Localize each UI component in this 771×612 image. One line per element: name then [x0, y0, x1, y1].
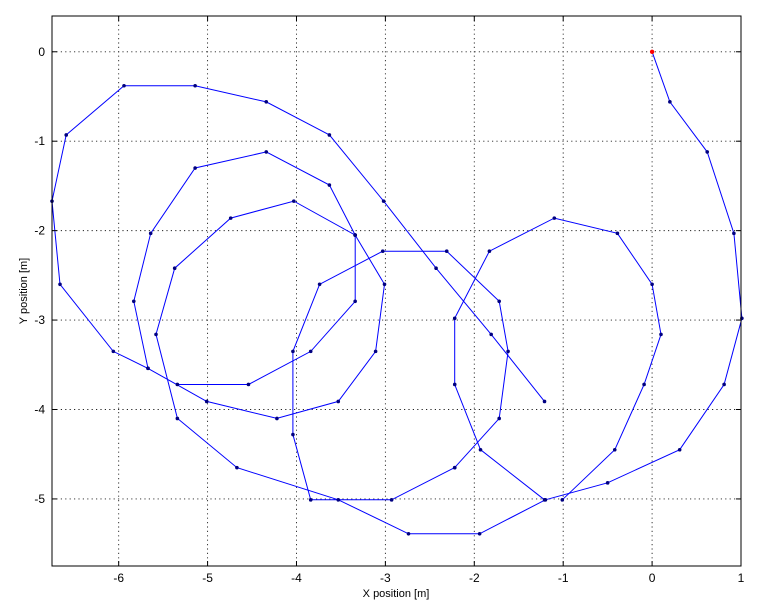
trajectory-point	[193, 166, 197, 170]
trajectory-line-3	[292, 250, 509, 501]
trajectory-point	[204, 399, 209, 404]
trajectory-point	[615, 231, 620, 236]
trajectory-point	[452, 382, 457, 387]
x-tick-label: 1	[738, 571, 745, 585]
trajectory-point	[478, 447, 483, 452]
x-axis-label: X position [m]	[363, 588, 430, 600]
trajectory-point	[193, 83, 197, 88]
trajectory-point	[58, 282, 62, 287]
trajectory-point	[560, 498, 565, 502]
trajectory-point	[668, 100, 672, 104]
trajectory-point	[489, 332, 493, 337]
y-tick-label: -1	[34, 134, 45, 148]
y-tick-label: 0	[38, 45, 45, 59]
trajectory-point	[477, 532, 482, 536]
trajectory-point	[389, 498, 394, 502]
x-tick-label: -4	[291, 571, 302, 585]
trajectory-point	[146, 366, 150, 371]
trajectory-point	[659, 332, 663, 337]
trajectory-point	[172, 266, 177, 270]
trajectory-point	[434, 266, 438, 270]
trajectory-point	[353, 233, 357, 237]
y-tick-label: -4	[34, 402, 45, 416]
trajectory-point	[246, 382, 251, 387]
trajectory-point	[264, 150, 269, 154]
plot-background	[52, 16, 741, 566]
trajectory-point	[542, 399, 547, 404]
plot-frame	[51, 15, 742, 567]
x-tick-label: -2	[469, 571, 480, 585]
trajectory-point	[64, 133, 69, 137]
trajectory-point	[552, 216, 557, 220]
trajectory-point	[336, 399, 341, 404]
start-point	[649, 49, 655, 54]
trajectory-point	[382, 282, 387, 287]
trajectory-point	[497, 416, 501, 421]
trajectory-point	[381, 199, 386, 203]
y-tick-label: -3	[34, 313, 45, 327]
trajectory-point	[317, 282, 322, 287]
trajectory-point	[452, 316, 457, 321]
trajectory-point	[444, 249, 449, 254]
x-tick-label: -1	[558, 571, 569, 585]
trajectory-point	[487, 249, 492, 254]
trajectory-point	[642, 382, 646, 387]
series-markers	[50, 49, 744, 536]
trajectory-point	[605, 481, 610, 485]
trajectory-point	[353, 299, 357, 304]
trajectory-line-2	[454, 217, 662, 501]
trajectory-point	[291, 349, 295, 354]
trajectory-point	[308, 498, 313, 502]
axis-ticks: -6 -5 -4 -3 -2 -1 0 1 0 -1 -2 -3 -4 -5	[34, 16, 745, 585]
trajectory-point	[406, 532, 411, 536]
trajectory-point	[264, 100, 269, 104]
trajectory-point	[373, 349, 378, 354]
trajectory-point	[722, 382, 726, 387]
trajectory-point	[327, 133, 332, 137]
trajectory-point	[542, 498, 547, 502]
trajectory-point	[292, 199, 296, 203]
trajectory-point	[732, 231, 736, 236]
x-tick-label: -6	[113, 571, 124, 585]
x-tick-label: 0	[649, 571, 656, 585]
trajectory-point	[612, 447, 617, 452]
trajectory-point	[308, 349, 313, 354]
trajectory-point	[650, 282, 654, 287]
x-tick-label: -3	[380, 571, 391, 585]
trajectory-point	[336, 498, 341, 502]
trajectory-point	[275, 416, 279, 421]
trajectory-point	[497, 299, 501, 304]
trajectory-point	[452, 465, 457, 470]
trajectory-point	[175, 416, 180, 421]
trajectory-point	[291, 432, 295, 437]
trajectory-point	[148, 231, 153, 236]
trajectory-point	[154, 332, 158, 337]
y-tick-label: -5	[34, 492, 45, 506]
trajectory-point	[705, 150, 710, 154]
trajectory-point	[677, 447, 682, 452]
trajectory-point	[175, 382, 180, 387]
trajectory-point	[506, 349, 510, 354]
trajectory-point	[228, 216, 233, 220]
trajectory-point	[122, 83, 126, 88]
trajectory-point	[380, 249, 385, 254]
trajectory-point	[327, 183, 332, 187]
trajectory-point	[235, 465, 239, 470]
y-axis-label: Y position [m]	[18, 258, 30, 324]
trajectory-point	[131, 299, 136, 304]
y-tick-label: -2	[34, 224, 45, 238]
x-tick-label: -5	[202, 571, 213, 585]
trajectory-point	[111, 349, 116, 354]
